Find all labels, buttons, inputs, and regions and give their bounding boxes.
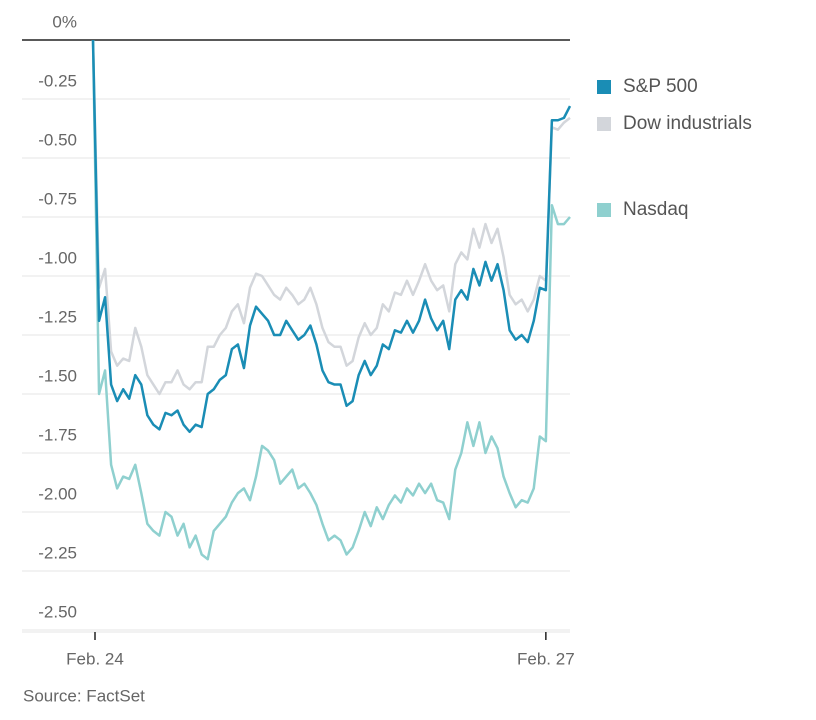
x-tick-label: Feb. 24	[66, 649, 124, 668]
series-line	[91, 39, 572, 434]
y-tick-label: -2.50	[38, 602, 77, 621]
legend-label: Nasdaq	[623, 199, 689, 220]
series-line	[91, 39, 571, 561]
legend-label: Dow industrials	[623, 113, 752, 134]
y-tick-label: -2.00	[38, 484, 77, 503]
legend-label: S&P 500	[623, 76, 698, 97]
y-tick-label: 0%	[52, 12, 77, 31]
series-line	[91, 39, 571, 396]
y-tick-label: -2.25	[38, 543, 77, 562]
legend-swatch	[597, 80, 611, 94]
y-tick-label: -1.50	[38, 366, 77, 385]
source: Source: FactSet	[23, 686, 145, 705]
legend-swatch	[597, 203, 611, 217]
y-tick-label: -0.50	[38, 130, 77, 149]
legend-swatch	[597, 117, 611, 131]
y-tick-label: -1.25	[38, 307, 77, 326]
y-tick-label: -0.25	[38, 71, 77, 90]
x-tick-label: Feb. 27	[517, 649, 575, 668]
y-tick-label: -0.75	[38, 189, 77, 208]
y-tick-label: -1.75	[38, 425, 77, 444]
y-tick-label: -1.00	[38, 248, 77, 267]
